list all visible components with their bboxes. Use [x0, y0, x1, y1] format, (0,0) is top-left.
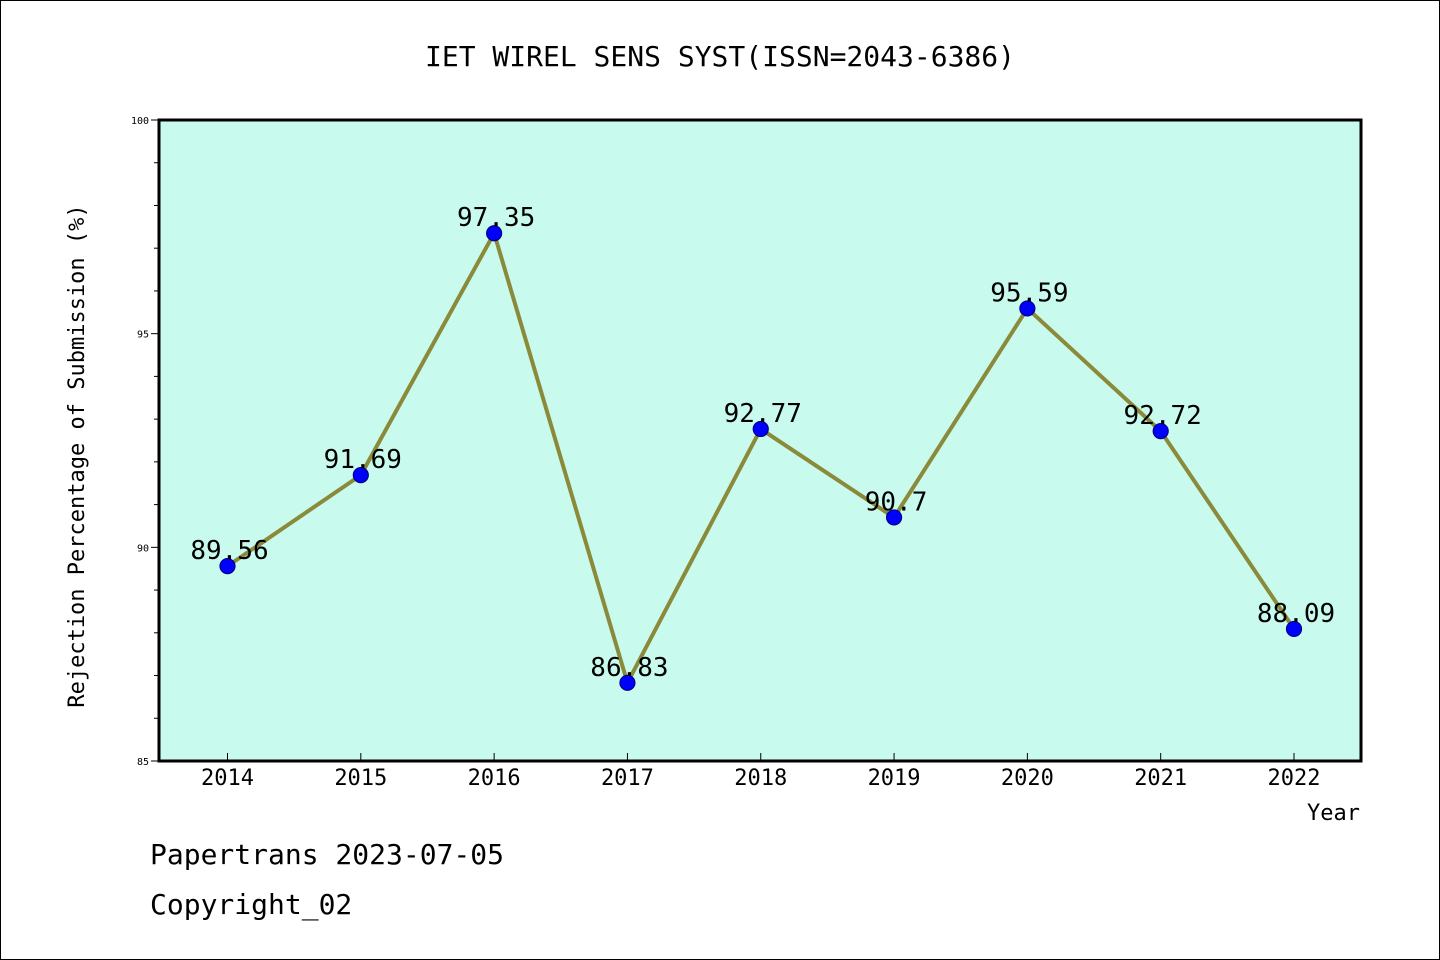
markers: [219, 225, 1303, 691]
data-point-marker: [219, 558, 236, 575]
series-group: 89.56 91.69 97.35 86.83 92.77 90.7 95.59 92.72 8…: [190, 203, 1335, 691]
plot-area: [157, 118, 1363, 763]
x-tick-label: 2016: [468, 766, 521, 791]
data-point-marker: [1152, 422, 1169, 440]
y-axis-ticks: 85 90 95 100: [131, 116, 159, 768]
data-label: 90.7: [865, 487, 928, 517]
data-label: 97.35: [457, 203, 535, 233]
x-tick-label: 2021: [1134, 766, 1187, 791]
y-tick-label: 85: [137, 757, 149, 768]
footer-copyright: Copyright_02: [150, 888, 352, 922]
data-label: 92.77: [724, 399, 802, 429]
data-label: 92.72: [1124, 401, 1202, 431]
data-label: 86.83: [590, 653, 668, 683]
x-tick-label: 2017: [601, 766, 654, 791]
x-axis-ticks: 2014 2015 2016 2017 2018 2019 2020 2021 2022: [201, 753, 1320, 791]
chart-title: IET WIREL SENS SYST(ISSN=2043-6386): [425, 40, 1015, 73]
footer-date: Papertrans 2023-07-05: [150, 838, 504, 871]
x-tick-label: 2022: [1268, 766, 1321, 791]
data-label: 91.69: [324, 445, 402, 475]
y-minor-ticks: [154, 162, 159, 719]
data-point-marker: [1285, 620, 1303, 638]
x-tick-label: 2015: [334, 766, 387, 791]
data-point-marker: [486, 225, 503, 242]
y-tick-label: 90: [137, 543, 149, 554]
x-tick-label: 2019: [868, 766, 921, 791]
data-label: 95.59: [990, 278, 1068, 308]
y-axis-label: Rejection Percentage of Submission (%): [65, 204, 90, 707]
x-tick-label: 2018: [734, 766, 787, 791]
data-label: 88.09: [1257, 599, 1335, 629]
data-point-marker: [352, 467, 369, 484]
x-tick-label: 2014: [201, 766, 254, 791]
data-point-marker: [885, 509, 903, 526]
x-tick-label: 2020: [1001, 766, 1054, 791]
y-tick-label: 95: [137, 330, 149, 341]
x-axis-label: Year: [1307, 801, 1360, 826]
data-point-marker: [1019, 300, 1036, 317]
data-labels: 89.56 91.69 97.35 86.83 92.77 90.7 95.59 92.72 8…: [190, 203, 1335, 683]
data-point-marker: [752, 420, 769, 438]
data-label: 89.56: [190, 536, 268, 566]
data-point-marker: [619, 674, 636, 691]
y-tick-label: 100: [131, 116, 149, 127]
